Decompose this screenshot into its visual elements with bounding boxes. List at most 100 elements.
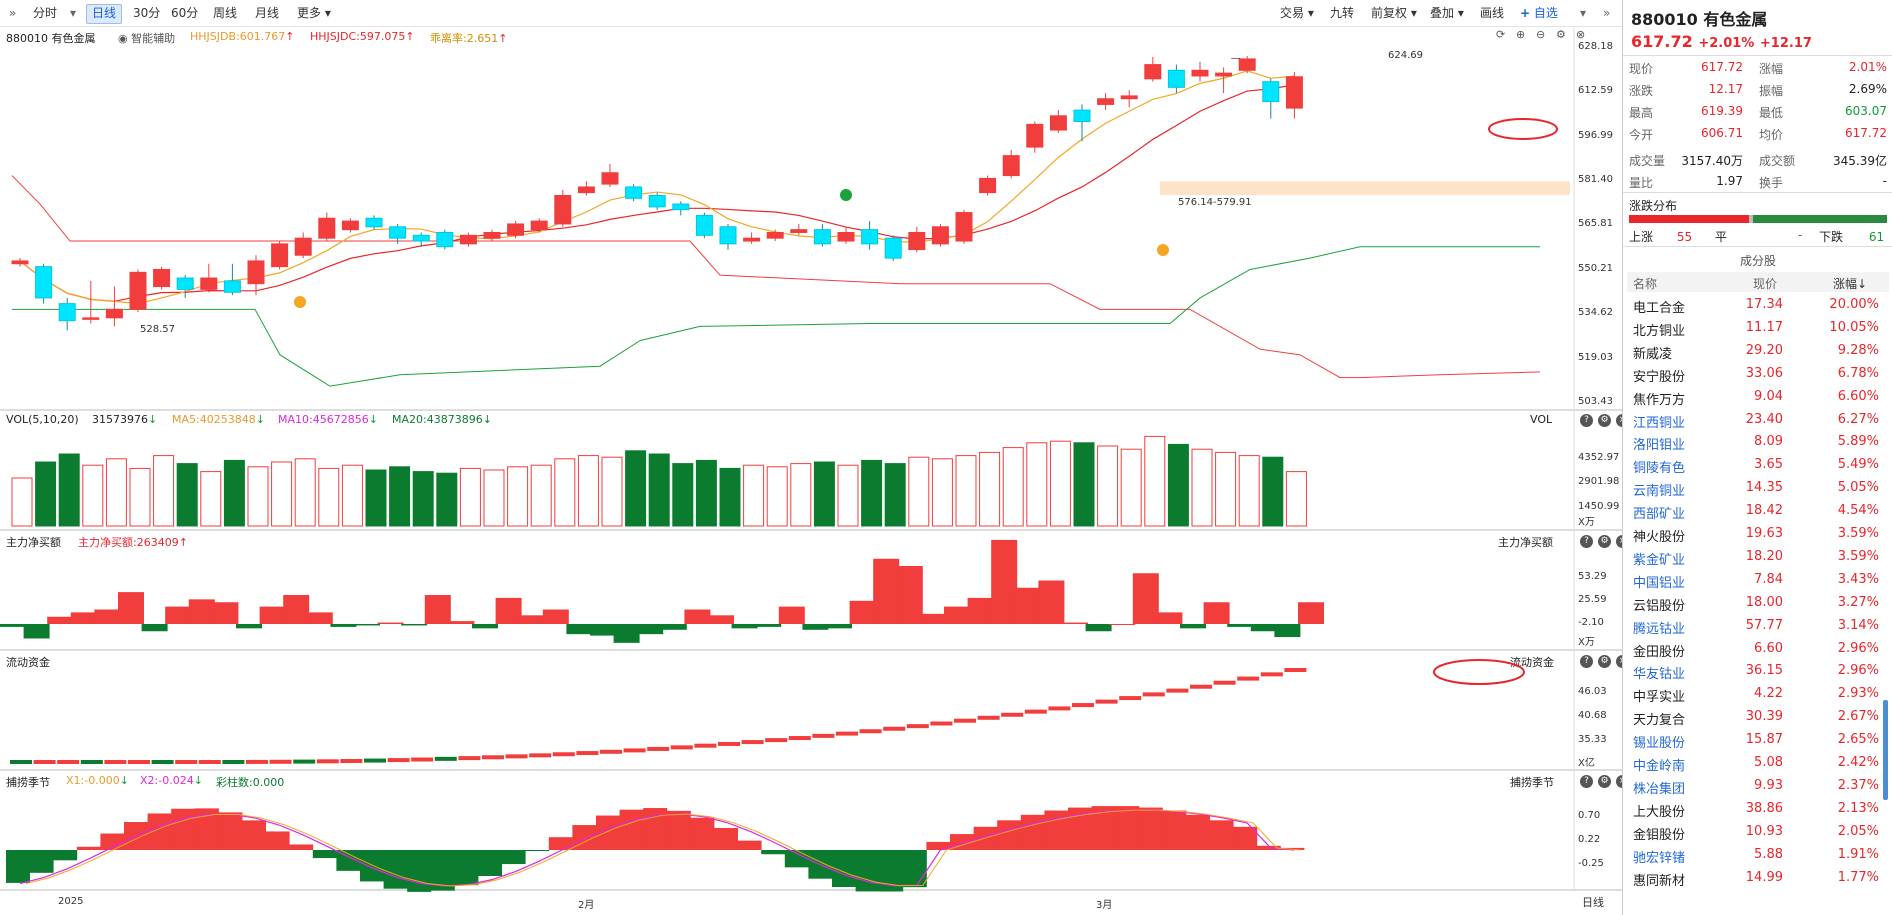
col-pct[interactable]: 涨幅↓ xyxy=(1833,275,1867,292)
list-item[interactable]: 腾远钴业 57.77 3.14% xyxy=(1623,618,1883,638)
stock-name[interactable]: 金田股份 xyxy=(1633,644,1686,660)
list-item[interactable]: 金钼股份 10.93 2.05% xyxy=(1623,824,1883,844)
net-flow-bar xyxy=(1227,624,1254,627)
chevron-down-icon[interactable]: ▾ xyxy=(70,6,77,20)
stock-name[interactable]: 云铝股份 xyxy=(1633,598,1686,614)
tab-monthly[interactable]: 月线 xyxy=(255,6,280,20)
collapse-icon[interactable]: » xyxy=(9,6,17,20)
close-icon[interactable]: ⊗ xyxy=(1576,28,1586,41)
list-item[interactable]: 洛阳钼业 8.09 5.89% xyxy=(1623,434,1883,454)
list-item[interactable]: 紫金矿业 18.20 3.59% xyxy=(1623,549,1883,569)
stock-name[interactable]: 云南铜业 xyxy=(1633,484,1686,500)
list-item[interactable]: 惠同新材 14.99 1.77% xyxy=(1623,870,1883,890)
settings-icon[interactable]: ⚙ xyxy=(1598,775,1611,788)
help-icon[interactable]: ? xyxy=(1580,414,1593,427)
zoom-in-icon[interactable]: ⊕ xyxy=(1516,28,1526,41)
tab-more[interactable]: 更多 ▾ xyxy=(297,6,331,20)
zoom-out-icon[interactable]: ⊖ xyxy=(1536,28,1546,41)
scrollbar-thumb[interactable] xyxy=(1883,700,1888,800)
list-item[interactable]: 天力复合 30.39 2.67% xyxy=(1623,709,1883,729)
list-item[interactable]: 铜陵有色 3.65 5.49% xyxy=(1623,457,1883,477)
adjust-button[interactable]: 前复权 ▾ xyxy=(1371,6,1417,20)
trade-button[interactable]: 交易 ▾ xyxy=(1280,6,1314,20)
expand-icon[interactable]: » xyxy=(1603,6,1611,20)
stock-name[interactable]: 驰宏锌锗 xyxy=(1633,850,1686,866)
list-item[interactable]: 神火股份 19.63 3.59% xyxy=(1623,526,1883,546)
stock-name[interactable]: 腾远钴业 xyxy=(1633,621,1686,637)
candle-body xyxy=(648,194,666,208)
nine-turn-button[interactable]: 九转 xyxy=(1330,6,1355,20)
tab-30min[interactable]: 30分 xyxy=(133,6,161,20)
list-item[interactable]: 安宁股份 33.06 6.78% xyxy=(1623,366,1883,386)
list-item[interactable]: 华友钴业 36.15 2.96% xyxy=(1623,663,1883,683)
list-item[interactable]: 株冶集团 9.93 2.37% xyxy=(1623,778,1883,798)
list-item[interactable]: 江西铜业 23.40 6.27% xyxy=(1623,412,1883,432)
list-item[interactable]: 北方铜业 11.17 10.05% xyxy=(1623,320,1883,340)
list-item[interactable]: 西部矿业 18.42 4.54% xyxy=(1623,503,1883,523)
add-watchlist-button[interactable]: + 自选 xyxy=(1515,4,1563,22)
col-name[interactable]: 名称 xyxy=(1633,277,1658,291)
list-item[interactable]: 中孚实业 4.22 2.93% xyxy=(1623,686,1883,706)
watchlist-label: 自选 xyxy=(1533,6,1558,20)
stock-name[interactable]: 锡业股份 xyxy=(1633,736,1686,752)
list-item[interactable]: 中国铝业 7.84 3.43% xyxy=(1623,572,1883,592)
smart-assist-toggle[interactable]: ◉ 智能辅助 xyxy=(118,32,176,45)
stock-name[interactable]: 铜陵有色 xyxy=(1633,461,1686,477)
stock-name[interactable]: 上大股份 xyxy=(1633,804,1686,820)
list-item[interactable]: 新威凌 29.20 9.28% xyxy=(1623,343,1883,363)
stock-name[interactable]: 华友钴业 xyxy=(1633,667,1686,683)
tab-intraday[interactable]: 分时 xyxy=(33,6,58,20)
tab-weekly[interactable]: 周线 xyxy=(213,6,238,20)
stock-name[interactable]: 中国铝业 xyxy=(1633,575,1686,591)
adjust-label: 前复权 xyxy=(1371,6,1408,20)
kline-chart[interactable]: — xyxy=(0,26,1622,915)
season-bar xyxy=(855,850,880,892)
stock-price: 9.04 xyxy=(1754,388,1783,404)
season-y-tick: 0.70 xyxy=(1578,810,1601,821)
list-item[interactable]: 电工合金 17.34 20.00% xyxy=(1623,297,1883,317)
stock-name[interactable]: 焦作万方 xyxy=(1633,392,1686,408)
stock-name[interactable]: 中孚实业 xyxy=(1633,690,1686,706)
settings-icon[interactable]: ⚙ xyxy=(1598,535,1611,548)
stock-name[interactable]: 洛阳钼业 xyxy=(1633,438,1686,454)
stock-name[interactable]: 惠同新材 xyxy=(1633,873,1686,889)
period-label[interactable]: 日线 xyxy=(1582,896,1604,909)
list-item[interactable]: 云铝股份 18.00 3.27% xyxy=(1623,595,1883,615)
stock-name[interactable]: 株冶集团 xyxy=(1633,781,1686,797)
list-item[interactable]: 金田股份 6.60 2.96% xyxy=(1623,641,1883,661)
stock-name[interactable]: 中金岭南 xyxy=(1633,759,1686,774)
net-flow-bar xyxy=(1250,624,1277,632)
list-item[interactable]: 焦作万方 9.04 6.60% xyxy=(1623,389,1883,409)
overlay-button[interactable]: 叠加 ▾ xyxy=(1430,6,1464,20)
stock-name[interactable]: 金钼股份 xyxy=(1633,827,1686,843)
stock-name[interactable]: 新威凌 xyxy=(1633,346,1673,362)
stock-name[interactable]: 电工合金 xyxy=(1633,301,1686,316)
hhjsjdb-value: HHJSJDB:601.767 xyxy=(190,30,286,43)
list-item[interactable]: 中金岭南 5.08 2.42% xyxy=(1623,755,1883,775)
stock-name[interactable]: 安宁股份 xyxy=(1633,369,1686,385)
stock-name[interactable]: 西部矿业 xyxy=(1633,507,1686,523)
col-price[interactable]: 现价 xyxy=(1753,277,1778,291)
settings-icon[interactable]: ⚙ xyxy=(1598,414,1611,427)
list-item[interactable]: 上大股份 38.86 2.13% xyxy=(1623,801,1883,821)
volume-bar xyxy=(577,455,599,527)
help-icon[interactable]: ? xyxy=(1580,655,1593,668)
stock-name[interactable]: 江西铜业 xyxy=(1633,415,1686,431)
stock-name[interactable]: 神火股份 xyxy=(1633,530,1686,545)
chevron-down-icon[interactable]: ▾ xyxy=(1580,6,1587,20)
help-icon[interactable]: ? xyxy=(1580,535,1593,548)
stock-name[interactable]: 北方铜业 xyxy=(1633,323,1686,339)
draw-button[interactable]: 画线 xyxy=(1480,6,1505,20)
tab-daily[interactable]: 日线 xyxy=(86,4,123,24)
list-item[interactable]: 驰宏锌锗 5.88 1.91% xyxy=(1623,847,1883,867)
stock-name[interactable]: 天力复合 xyxy=(1633,713,1686,729)
settings-icon[interactable]: ⚙ xyxy=(1556,28,1566,41)
list-item[interactable]: 云南铜业 14.35 5.05% xyxy=(1623,480,1883,500)
tab-60min[interactable]: 60分 xyxy=(171,6,199,20)
vol-title: VOL(5,10,20) xyxy=(6,413,79,426)
help-icon[interactable]: ? xyxy=(1580,775,1593,788)
list-item[interactable]: 锡业股份 15.87 2.65% xyxy=(1623,732,1883,752)
refresh-icon[interactable]: ⟳ xyxy=(1496,28,1506,41)
stock-name[interactable]: 紫金矿业 xyxy=(1633,552,1686,568)
settings-icon[interactable]: ⚙ xyxy=(1598,655,1611,668)
